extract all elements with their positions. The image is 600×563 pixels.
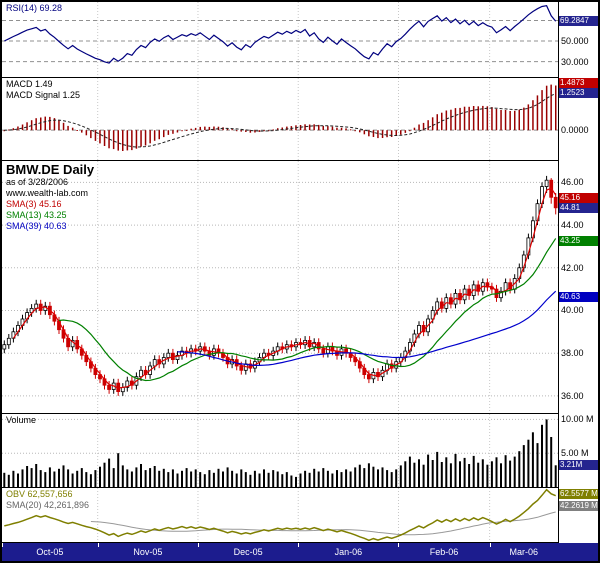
obv-value-tag: 62.5577 M [559,489,598,500]
rsi-line [4,5,557,64]
volume-pane[interactable]: Volume [2,414,559,488]
month-tick [398,543,400,547]
price-axis-tick: 38.00 [561,348,584,359]
month-label: Oct-05 [36,547,64,557]
price-axis-tick: 46.00 [561,177,584,188]
month-label: Nov-05 [133,547,163,557]
month-tick [2,543,3,547]
price-value-tag: 44.81 [559,202,598,213]
obv-pane[interactable]: OBV 62,557,656 SMA(20) 42,261,896 [2,488,559,543]
price-axis-tick: 44.00 [561,220,584,231]
price-plot [2,161,558,413]
obv-value-tag: 42.2619 M [559,500,598,511]
rsi-axis-tick: 50.000 [561,36,589,47]
volume-axis-tick: 5.00 M [561,448,589,459]
macd-plot [2,78,558,160]
month-tick [298,543,300,547]
price-axis-tick: 42.00 [561,262,584,273]
volume-value-tag: 3.21M [559,460,598,471]
obv-gridlines [97,488,491,542]
volume-bars [3,419,557,487]
month-label: Jan-06 [334,547,363,557]
rsi-pane[interactable]: RSI(14) 69.28 [2,2,559,78]
price-axis-tick: 36.00 [561,390,584,401]
month-tick [489,543,491,547]
price-value-tag: 40.63 [559,292,598,303]
time-axis: Oct-05 Nov-05 Dec-05 Jan-06 Feb-06 Mar-0… [2,543,598,561]
value-axis: 50.000 30.000 69.2847 0.0000 1.4873 1.2523 46.… [559,2,598,561]
macd-pane[interactable]: MACD 1.49 MACD Signal 1.25 [2,78,559,161]
price-sma39-line [177,290,557,366]
price-pane[interactable]: BMW.DE Daily as of 3/28/2006 www.wealth-… [2,161,559,414]
macd-signal-line [4,93,556,148]
price-sma3-line [12,187,557,389]
month-label: Dec-05 [233,547,263,557]
price-gridlines [2,161,558,413]
obv-line [4,488,556,542]
volume-gridlines [2,414,558,487]
price-axis-tick: 40.00 [561,305,584,316]
macd-value-tag: 1.2523 [559,87,598,98]
price-value-tag: 43.25 [559,236,598,247]
month-label: Mar-06 [509,547,539,557]
macd-value-tag: 1.4873 [559,77,598,88]
rsi-plot [2,2,558,77]
obv-plot [4,488,556,542]
month-tick [197,543,199,547]
month-label: Feb-06 [429,547,459,557]
rsi-gridlines [2,2,558,77]
price-value-tag: 45.16 [559,192,598,203]
price-sma13-line [58,238,557,382]
macd-histogram [3,84,557,151]
volume-plot [2,414,558,487]
rsi-value-tag: 69.2847 [559,16,598,27]
macd-axis-tick: 0.0000 [561,125,589,136]
rsi-axis-tick: 30.000 [561,56,589,67]
macd-gridlines [2,78,558,160]
volume-axis-tick: 10.00 M [561,414,594,425]
month-tick [97,543,99,547]
